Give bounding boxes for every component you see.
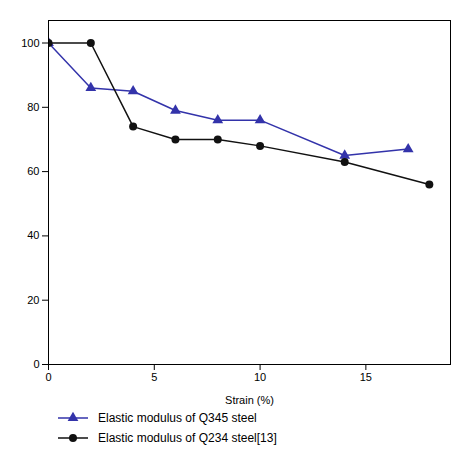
svg-text:80: 80: [27, 101, 39, 113]
html-text:Elastic modulus of Q234 steel[: Elastic modulus of Q234 steel[13]: [98, 431, 277, 445]
svg-text:Strain (%): Strain (%): [225, 394, 274, 406]
svg-text:10: 10: [254, 371, 266, 383]
svg-text:60: 60: [27, 165, 39, 177]
svg-text:20: 20: [27, 294, 39, 306]
svg-text:40: 40: [27, 229, 39, 241]
svg-text:15: 15: [360, 371, 372, 383]
html-text:Elastic modulus of Q345 steel: Elastic modulus of Q345 steel: [98, 411, 257, 425]
svg-text:100: 100: [21, 37, 39, 49]
svg-text:0: 0: [33, 358, 39, 370]
svg-text:0: 0: [45, 371, 51, 383]
svg-text:5: 5: [151, 371, 157, 383]
